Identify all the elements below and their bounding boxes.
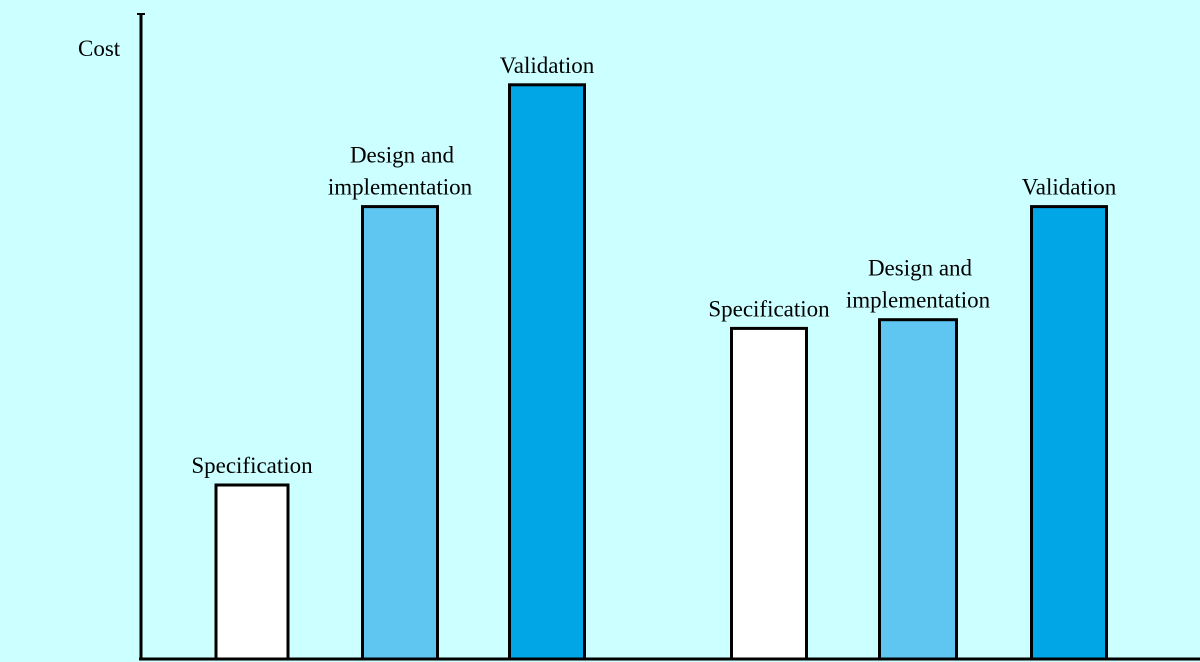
labels-layer: Specification Design and implementation Val… (191, 53, 1116, 478)
bar-label-1-2: Design and implementation (328, 143, 473, 200)
bar-label-line: implementation (846, 288, 991, 313)
bar-2-3 (1030, 205, 1108, 661)
bar-label-line: Design and (868, 256, 973, 281)
bar-label-1-3: Validation (500, 53, 595, 78)
bar-1-1 (214, 483, 290, 661)
bar-1-3 (508, 83, 586, 661)
bar-label-line: Specification (191, 453, 313, 478)
bar-label-line: implementation (328, 175, 473, 200)
bar-label-line: Specification (708, 296, 830, 321)
bar-label-line: Validation (500, 53, 595, 78)
bar-label-2-2: Design and implementation (846, 256, 991, 313)
bar-label-line: Design and (350, 143, 455, 168)
bar-label-2-3: Validation (1022, 175, 1117, 200)
bar-label-1-1: Specification (191, 453, 313, 478)
bar-label-2-1: Specification (708, 296, 830, 321)
bars-layer (214, 83, 1108, 661)
bar-1-2 (361, 205, 439, 661)
axes: Cost (78, 13, 1200, 661)
bar-2-2 (878, 318, 958, 661)
bar-2-1 (730, 326, 808, 661)
bar-label-line: Validation (1022, 175, 1117, 200)
y-axis-label: Cost (78, 36, 121, 61)
